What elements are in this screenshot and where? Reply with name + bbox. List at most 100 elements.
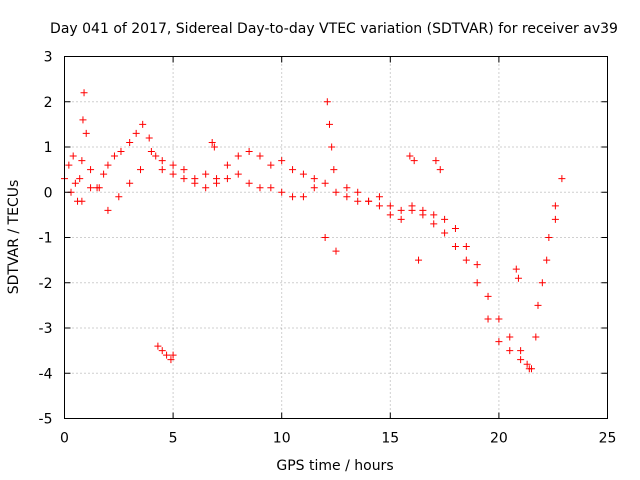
data-point	[299, 170, 307, 178]
data-point	[126, 179, 134, 187]
data-point	[87, 184, 95, 192]
data-point	[76, 175, 84, 183]
data-point	[332, 188, 340, 196]
x-tick-labels: 0 5 10 15 20 25	[60, 431, 616, 447]
data-point	[419, 211, 427, 219]
x-tick-label: 0	[60, 431, 69, 447]
data-point	[495, 315, 503, 323]
data-point	[441, 229, 449, 237]
data-point	[343, 193, 351, 201]
data-point	[441, 215, 449, 223]
series-av39-main-track	[61, 89, 566, 373]
data-point	[289, 166, 297, 174]
data-point	[386, 202, 394, 210]
grid	[64, 56, 608, 419]
data-point	[167, 356, 175, 364]
y-tick-label: 2	[44, 95, 53, 111]
data-point	[80, 89, 88, 97]
y-tick-label: -1	[39, 231, 53, 247]
data-point	[78, 157, 86, 165]
y-tick-label: -4	[39, 366, 53, 382]
data-point	[95, 184, 103, 192]
data-point	[267, 184, 275, 192]
data-point	[169, 351, 177, 359]
data-point	[245, 148, 253, 156]
data-point	[137, 166, 145, 174]
data-point	[558, 175, 566, 183]
data-points	[61, 89, 566, 373]
data-point	[208, 138, 216, 146]
data-point	[375, 193, 383, 201]
data-point	[289, 193, 297, 201]
data-point	[158, 157, 166, 165]
data-point	[213, 175, 221, 183]
data-point	[278, 157, 286, 165]
data-point	[462, 256, 470, 264]
data-point	[104, 206, 112, 214]
data-point	[415, 256, 423, 264]
y-tick-label: 3	[44, 50, 53, 66]
data-point	[256, 184, 264, 192]
data-point	[145, 134, 153, 142]
data-point	[330, 166, 338, 174]
x-axis-label: GPS time / hours	[276, 458, 393, 474]
data-point	[408, 206, 416, 214]
data-point	[169, 170, 177, 178]
data-point	[169, 161, 177, 169]
data-point	[310, 175, 318, 183]
data-point	[71, 179, 79, 187]
data-point	[473, 261, 481, 269]
x-tick-label: 20	[490, 431, 508, 447]
y-tick-label: 1	[44, 140, 53, 156]
data-point	[180, 175, 188, 183]
data-point	[158, 166, 166, 174]
data-point	[191, 179, 199, 187]
data-point	[139, 120, 147, 128]
y-tick-label: 0	[44, 185, 53, 201]
data-point	[397, 206, 405, 214]
data-point	[343, 184, 351, 192]
data-point	[545, 234, 553, 241]
y-tick-label: -2	[39, 276, 53, 292]
data-point	[323, 98, 331, 106]
data-point	[278, 188, 286, 196]
data-point	[525, 365, 533, 373]
data-point	[152, 152, 160, 160]
data-point	[147, 148, 155, 156]
x-tick-label: 10	[273, 431, 291, 447]
data-point	[110, 152, 118, 160]
data-point	[256, 152, 264, 160]
data-point	[234, 170, 242, 178]
y-tick-label: -5	[39, 412, 53, 428]
data-point	[299, 193, 307, 201]
data-point	[202, 184, 210, 192]
data-point	[538, 279, 546, 287]
data-point	[332, 247, 340, 255]
data-point	[154, 342, 162, 350]
data-point	[430, 220, 438, 228]
data-point	[506, 333, 514, 341]
data-point	[514, 274, 522, 282]
data-point	[202, 170, 210, 178]
data-point	[163, 351, 171, 359]
data-point	[354, 188, 362, 196]
data-point	[484, 315, 492, 323]
data-point	[410, 157, 418, 165]
data-point	[451, 224, 459, 232]
data-point	[506, 347, 514, 355]
data-point	[210, 143, 218, 151]
data-point	[325, 120, 333, 128]
data-point	[517, 347, 525, 355]
y-axis-label: SDTVAR / TECUs	[6, 180, 22, 295]
data-point	[245, 179, 253, 187]
data-point	[115, 193, 123, 201]
data-point	[126, 138, 134, 146]
data-point	[432, 157, 440, 165]
data-point	[180, 166, 188, 174]
data-point	[523, 360, 531, 368]
data-point	[223, 175, 231, 183]
data-point	[517, 356, 525, 364]
data-point	[79, 116, 87, 124]
y-tick-label: -3	[39, 321, 53, 337]
